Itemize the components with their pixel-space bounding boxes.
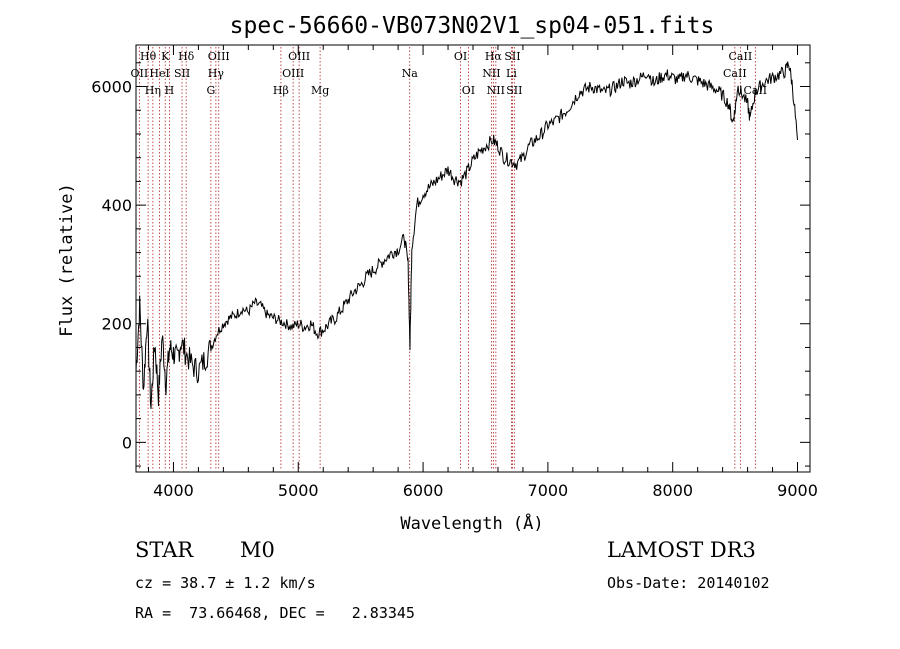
spectral-line-label: OIII [282, 67, 304, 80]
x-tick-label: 7000 [528, 481, 569, 500]
spectral-line-label: H [165, 84, 175, 97]
spectral-line-label: Hη [145, 84, 161, 97]
spectral-line-labels: Hθ OII Hη K HeI H Hδ SII OIII Hγ G Hβ OIII OIII Mg Na OI… [131, 50, 768, 97]
spectral-line-label: G [206, 84, 215, 97]
x-tick-label: 5000 [278, 481, 319, 500]
spectral-line-label: Hθ [140, 50, 157, 63]
spectral-line-label: Hδ [178, 50, 195, 63]
y-tick-label: 400 [101, 196, 132, 215]
spectral-line-label: NII [482, 67, 500, 80]
spectral-line-markers [138, 47, 756, 470]
x-axis-label: Wavelength (Å) [400, 512, 543, 534]
spectral-line-label: Mg [311, 84, 329, 97]
spectral-line-label: HeI [149, 67, 169, 80]
y-tick-label: 0 [122, 433, 132, 452]
x-tick-label: 9000 [777, 481, 818, 500]
spectral-line-label: CaII [723, 67, 747, 80]
x-axis-ticks: 4000 5000 6000 7000 8000 9000 [147, 45, 818, 500]
survey-name: LAMOST DR3 [607, 538, 756, 562]
object-class: STAR [135, 538, 194, 562]
observation-date: Obs-Date: 20140102 [607, 574, 770, 592]
spectral-line-label: OIII [288, 50, 310, 63]
sky-coordinates: RA = 73.66468, DEC = 2.83345 [135, 604, 415, 622]
spectral-line-label: OI [454, 50, 467, 63]
x-tick-label: 4000 [153, 481, 194, 500]
chart-title: spec-56660-VB073N02V1_sp04-051.fits [230, 13, 715, 39]
spectral-line-label: SII [504, 50, 520, 63]
x-tick-label: 8000 [652, 481, 693, 500]
spectral-line-label: Hβ [273, 84, 289, 97]
spectral-line-label: K [161, 50, 170, 63]
plot-frame [135, 44, 811, 473]
object-subclass: M0 [240, 538, 275, 562]
y-axis-ticks: 0 200 400 6000 [91, 62, 810, 467]
spectral-line-label: Na [402, 67, 419, 80]
y-axis-label: Flux (relative) [57, 183, 77, 337]
redshift-value: cz = 38.7 ± 1.2 km/s [135, 574, 316, 592]
flux-series [135, 61, 798, 409]
y-tick-label: 200 [101, 315, 132, 334]
spectral-line-label: Li [506, 67, 517, 80]
y-tick-label: 6000 [91, 78, 132, 97]
x-tick-label: 6000 [403, 481, 444, 500]
spectral-line-label: OIII [208, 50, 230, 63]
spectral-line-label: SII [506, 84, 522, 97]
spectral-line-label: Hγ [208, 67, 225, 80]
spectral-line-label: Hα [485, 50, 503, 63]
spectral-line-label: OII [131, 67, 149, 80]
flux-line [135, 61, 798, 409]
spectral-line-label: CaII [729, 50, 753, 63]
spectral-line-label: NII [487, 84, 505, 97]
spectral-line-label: OI [462, 84, 475, 97]
spectral-line-label: SII [174, 67, 190, 80]
